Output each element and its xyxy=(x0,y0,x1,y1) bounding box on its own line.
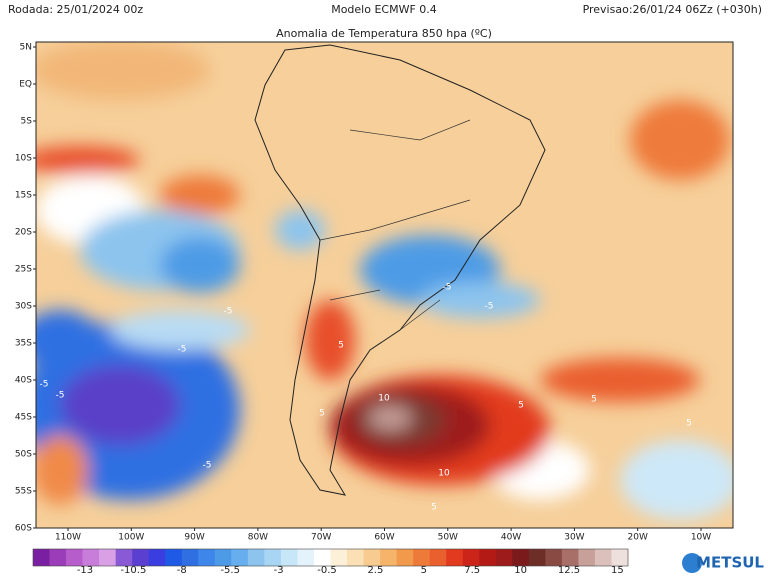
lat-label: 10S xyxy=(15,154,32,164)
colorbar-cell xyxy=(363,549,381,566)
colorbar-cell xyxy=(99,549,116,566)
logo-globe xyxy=(682,553,702,573)
colorbar-frame xyxy=(32,548,629,567)
colorbar-cell xyxy=(495,549,513,566)
map-title: Anomalia de Temperatura 850 hpa (ºC) xyxy=(276,27,492,40)
colorbar-cell xyxy=(429,549,447,566)
colorbar-cell xyxy=(611,549,629,566)
colorbar-cell xyxy=(396,549,414,566)
colorbar-cell xyxy=(528,549,546,566)
lon-label: 100W xyxy=(118,533,144,543)
contour-label: -5 xyxy=(56,391,65,401)
contour-label: 5 xyxy=(686,419,692,429)
contour-label: 5 xyxy=(518,401,524,411)
lat-label: 60S xyxy=(15,524,32,534)
model-label: Modelo ECMWF 0.4 xyxy=(331,3,437,16)
colorbar-label: -3 xyxy=(274,565,284,576)
colorbar-cell xyxy=(280,549,298,566)
lon-label: 30W xyxy=(564,533,584,543)
colorbar-label: -8 xyxy=(177,565,187,576)
colorbar-cell xyxy=(545,549,563,566)
contour-label: -5 xyxy=(40,380,49,390)
lat-label: 55S xyxy=(15,487,32,497)
lat-label: 15S xyxy=(15,191,32,201)
contour-label: 5 xyxy=(319,409,325,419)
lat-label: 20S xyxy=(15,228,32,238)
colorbar-cell xyxy=(446,549,464,566)
colorbar-label: 5 xyxy=(421,565,427,576)
contour-label: 10 xyxy=(438,469,450,479)
lon-label: 80W xyxy=(248,533,268,543)
lon-label: 90W xyxy=(184,533,204,543)
colorbar-cell xyxy=(165,549,183,566)
colorbar-cell xyxy=(33,549,50,566)
colorbar-cell xyxy=(578,549,596,566)
contour-label: -5 xyxy=(224,307,233,317)
colorbar-label: -13 xyxy=(77,565,93,576)
colorbar-label: 2.5 xyxy=(367,565,383,576)
colorbar-cell xyxy=(313,549,331,566)
lon-label: 70W xyxy=(311,533,331,543)
contour-label: 5 xyxy=(431,503,437,513)
lon-label: 20W xyxy=(628,533,648,543)
colorbar-label: -5.5 xyxy=(220,565,240,576)
colorbar-cell xyxy=(512,549,530,566)
lon-label: 10W xyxy=(691,533,711,543)
contour-label: -5 xyxy=(203,461,212,471)
colorbar-label: 7.5 xyxy=(464,565,480,576)
contour-label: -5 xyxy=(443,283,452,293)
forecast-label: Previsao:26/01/24 06Zz (+030h) xyxy=(583,3,762,16)
lat-label: 5N xyxy=(20,43,32,53)
colorbar-cell xyxy=(198,549,216,566)
colorbar-cell xyxy=(82,549,100,566)
colorbar-cell xyxy=(462,549,480,566)
colorbar-cell xyxy=(347,549,364,566)
colorbar-cell xyxy=(49,549,67,566)
lat-label: 50S xyxy=(15,450,32,460)
colorbar-cell xyxy=(561,549,579,566)
colorbar-label: 12.5 xyxy=(558,565,580,576)
lon-label: 60W xyxy=(374,533,394,543)
lat-label: EQ xyxy=(19,80,32,90)
lat-label: 25S xyxy=(15,265,32,275)
colorbar-cell xyxy=(247,549,265,566)
lat-label: 35S xyxy=(15,339,32,349)
colorbar-cell xyxy=(380,549,397,566)
colorbar-cell xyxy=(132,549,149,566)
lon-label: 110W xyxy=(55,533,81,543)
colorbar-label: -0.5 xyxy=(317,565,337,576)
colorbar-cell xyxy=(181,549,199,566)
lat-label: 45S xyxy=(15,413,32,423)
contour-label: 5 xyxy=(338,341,344,351)
lon-label: 50W xyxy=(438,533,458,543)
colorbar-cell xyxy=(594,549,612,566)
colorbar-cell xyxy=(264,549,282,566)
colorbar-cell xyxy=(66,549,83,566)
colorbar-cell xyxy=(330,549,348,566)
contour-label: -5 xyxy=(485,302,494,312)
colorbar-label: 15 xyxy=(611,565,624,576)
colorbar-label: 10 xyxy=(514,565,527,576)
logo-text: METSUL xyxy=(696,554,764,572)
contour-label: -5 xyxy=(178,345,187,355)
contour-label: 10 xyxy=(378,394,390,404)
map-field xyxy=(36,42,733,528)
lat-label: 40S xyxy=(15,376,32,386)
colorbar-cell xyxy=(115,549,133,566)
colorbar-cell xyxy=(479,549,497,566)
run-label: Rodada: 25/01/2024 00z xyxy=(8,3,143,16)
colorbar-cell xyxy=(413,549,430,566)
colorbar-cell xyxy=(214,549,232,566)
colorbar-cell xyxy=(231,549,249,566)
lat-label: 30S xyxy=(15,302,32,312)
colorbar-label: -10.5 xyxy=(120,565,146,576)
colorbar-cell xyxy=(297,549,315,566)
colorbar-cell xyxy=(148,549,166,566)
lon-label: 40W xyxy=(501,533,521,543)
contour-label: 5 xyxy=(591,395,597,405)
lat-label: 5S xyxy=(21,117,33,127)
